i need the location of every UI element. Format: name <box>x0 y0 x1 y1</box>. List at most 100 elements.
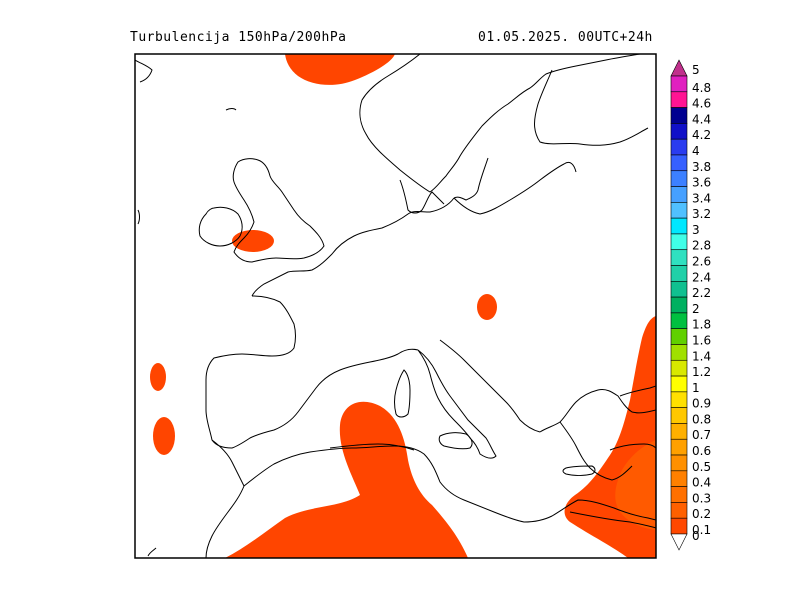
colorbar: 5 4.8 4.64.4 4.2 4 3.8 3.63.4 3.2 3 2.8 2.62.4 2.2 2… <box>670 59 711 551</box>
turbulence-areas <box>150 54 656 558</box>
coastline-scandinavia <box>359 54 641 193</box>
turbulence-area-east-med-inner <box>615 440 656 530</box>
colorbar-tick-label: 4 <box>692 144 700 158</box>
colorbar-tick-label: 0.9 <box>692 397 711 411</box>
turbulence-area-north <box>285 54 395 85</box>
colorbar-bin <box>670 186 688 203</box>
turbulence-area-alps <box>477 294 497 320</box>
colorbar-tick-label: 3.8 <box>692 160 711 174</box>
colorbar-bin <box>670 202 688 219</box>
coastlines <box>135 54 656 558</box>
colorbar-bin <box>670 502 688 519</box>
turbulence-area-ireland <box>232 230 274 252</box>
colorbar-tick-label: 1.6 <box>692 333 711 347</box>
turbulence-area-atlantic-1 <box>150 363 166 391</box>
colorbar-tick-label: 0.7 <box>692 428 711 442</box>
colorbar-bin <box>670 344 688 361</box>
colorbar-tick-label: 2.8 <box>692 239 711 253</box>
colorbar-bin <box>670 265 688 282</box>
coastline-west-islands <box>137 209 140 225</box>
colorbar-bin <box>670 486 688 503</box>
colorbar-tick-label: 3.6 <box>692 176 711 190</box>
colorbar-tick-label: 3.2 <box>692 207 711 221</box>
colorbar-tick-label: 0.8 <box>692 412 711 426</box>
colorbar-tick-label: 5 <box>692 63 700 77</box>
colorbar-tick-label: 2.6 <box>692 255 711 269</box>
forecast-time: 01.05.2025. 00UTC+24h <box>478 30 653 45</box>
coastline-faroe <box>225 108 237 111</box>
coastline-sicily <box>438 432 473 450</box>
coastline-baltic <box>534 69 649 146</box>
colorbar-tick-label: 0.5 <box>692 460 711 474</box>
colorbar-tick-label: 1.2 <box>692 365 711 379</box>
colorbar-bin <box>670 91 688 108</box>
colorbar-bin <box>670 296 688 314</box>
colorbar-bin <box>670 391 688 408</box>
colorbar-bin <box>670 154 688 172</box>
border-line-1 <box>329 443 415 451</box>
colorbar-tick-label: 4.4 <box>692 112 711 126</box>
colorbar-tick-label: 2 <box>692 302 700 316</box>
coastline-crete <box>562 465 596 476</box>
colorbar-bin <box>670 423 688 440</box>
colorbar-bin <box>670 375 688 393</box>
colorbar-bin <box>670 249 688 266</box>
colorbar-bin <box>670 533 688 551</box>
coastline-corsica-sardinia <box>394 369 411 418</box>
coastline-turkey <box>619 385 656 397</box>
colorbar-tick-label: 3.4 <box>692 191 711 205</box>
colorbar-tick-label: 0.2 <box>692 507 711 521</box>
colorbar-bin <box>670 517 688 535</box>
coastline-maghreb <box>243 445 656 523</box>
coastline-baltic-east <box>453 161 577 215</box>
turbulence-area-atlantic-2 <box>153 417 175 455</box>
coastline-great-britain <box>232 158 325 263</box>
coastline-gulf-of-bothnia <box>453 157 489 201</box>
border-line-2 <box>569 511 656 529</box>
colorbar-bin <box>670 170 688 187</box>
colorbar-bin <box>670 407 688 424</box>
colorbar-tick-label: 0.6 <box>692 444 711 458</box>
colorbar-bin <box>670 233 688 251</box>
colorbar-bin <box>670 470 688 487</box>
coastline-sw-corner <box>147 547 157 557</box>
colorbar-bin <box>670 217 688 235</box>
colorbar-bin <box>670 312 688 329</box>
colorbar-tick-label: 0.3 <box>692 491 711 505</box>
colorbar-bin <box>670 328 688 345</box>
colorbar-tick-label: 1.4 <box>692 349 711 363</box>
colorbar-tick-label: 0 <box>692 529 700 543</box>
colorbar-bin <box>670 123 688 140</box>
colorbar-bin <box>670 454 688 472</box>
map-frame <box>134 53 657 559</box>
colorbar-tick-label: 3 <box>692 223 700 237</box>
coastline-north-africa <box>205 439 245 558</box>
map-panel <box>135 54 656 558</box>
colorbar-bin <box>670 281 688 298</box>
colorbar-bin <box>670 438 688 456</box>
colorbar-tick-label: 2.2 <box>692 286 711 300</box>
colorbar-tick-label: 4.2 <box>692 128 711 142</box>
coastline-italy <box>417 349 497 459</box>
coastline-nw-corner <box>135 59 153 83</box>
colorbar-bin <box>670 138 688 156</box>
border-line-3 <box>609 443 656 451</box>
colorbar-bin <box>670 359 688 377</box>
turbulence-area-north-africa <box>225 401 468 558</box>
colorbar-tick-label: 2.4 <box>692 270 711 284</box>
colorbar-tick-label: 1.8 <box>692 318 711 332</box>
colorbar-tick-label: 4.6 <box>692 97 711 111</box>
colorbar-tick-label: 4.8 <box>692 81 711 95</box>
colorbar-tick-label: 1 <box>692 381 700 395</box>
chart-title: Turbulencija 150hPa/200hPa <box>130 30 347 45</box>
colorbar-bin <box>670 107 688 124</box>
colorbar-bin <box>670 59 688 77</box>
colorbar-bin <box>670 75 688 93</box>
colorbar-tick-label: 0.4 <box>692 476 711 490</box>
coastline-adriatic <box>439 339 541 433</box>
coastline-aegean <box>559 421 633 481</box>
coastline-ireland <box>198 206 243 247</box>
coastline-denmark <box>399 179 445 214</box>
colorbar-tick-label: 0.1 <box>692 523 711 537</box>
